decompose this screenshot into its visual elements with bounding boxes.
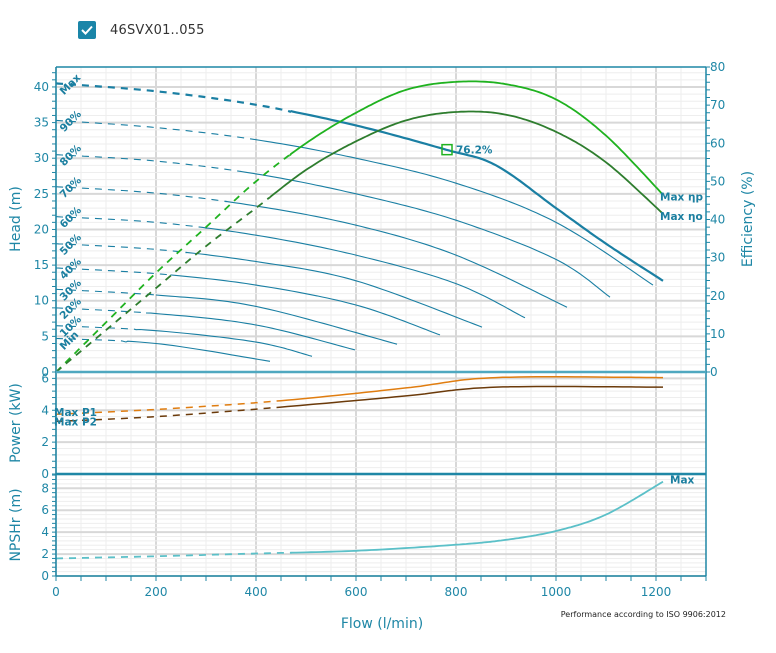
y-tick-label: 25 (34, 187, 49, 201)
head-curve-min-dashed (55, 337, 127, 343)
npsh-curve-solid (290, 480, 664, 554)
model-name: 46SVX01..055 (110, 22, 205, 38)
y-axis-title-power: Power (kW) (8, 383, 24, 463)
head-curve-80pct-solid (240, 170, 611, 298)
head-curve-max-solid (290, 110, 664, 282)
y-tick-label: 8 (41, 481, 49, 495)
y2-tick-label: 20 (710, 289, 725, 303)
x-axis-title: Flow (l/min) (341, 616, 423, 632)
efficiency-curve-label: Max ηp (660, 192, 703, 204)
x-tick-label: 800 (445, 585, 468, 599)
head-curve-label: 70% (58, 174, 85, 201)
x-tick-label: 200 (145, 585, 168, 599)
npsh-curve-dashed (55, 551, 292, 560)
bep-marker (441, 143, 453, 156)
power-curve-label: Max P1 (54, 407, 97, 419)
x-tick-label: 0 (52, 585, 60, 599)
head-curve-50pct-solid (185, 251, 483, 328)
curves (55, 80, 664, 560)
head-curve-label: 50% (58, 231, 85, 258)
efficiency-curve-eta_p-dashed (55, 154, 291, 373)
y-tick-label: 10 (34, 294, 49, 308)
y2-tick-label: 80 (710, 60, 725, 74)
y-tick-label: 0 (41, 569, 49, 583)
npsh-curve-label: Max (670, 475, 695, 487)
x-tick-label: 1000 (541, 585, 572, 599)
y-tick-label: 2 (41, 435, 49, 449)
axes: 0 200 400 600 800 1000 12000510152025303540010… (8, 60, 756, 599)
head-curve-70pct-dashed (55, 186, 227, 203)
head-curve-90pct-solid (255, 139, 654, 286)
head-curve-60pct-solid (205, 227, 526, 319)
head-curve-10pct-dashed (55, 325, 137, 331)
y-tick-label: 6 (41, 371, 49, 385)
power-curve-label: Max P2 (54, 416, 97, 428)
efficiency-curve-eta_o-dashed (55, 196, 271, 373)
y2-tick-label: 50 (710, 174, 725, 188)
head-curve-label: 80% (58, 142, 85, 169)
y2-tick-label: 30 (710, 251, 725, 265)
y2-tick-label: 0 (710, 365, 718, 379)
head-curve-40pct-dashed (55, 267, 172, 276)
head-curve-20pct-solid (145, 312, 356, 351)
y-tick-label: 35 (34, 116, 49, 130)
y2-tick-label: 70 (710, 98, 725, 112)
y-tick-label: 4 (41, 403, 49, 417)
head-curve-label: 90% (58, 108, 85, 135)
x-tick-label: 400 (245, 585, 268, 599)
y-tick-label: 40 (34, 80, 49, 94)
y-axis-title-efficiency: Efficiency (%) (740, 171, 756, 267)
power-curve-p1-dashed (55, 399, 282, 415)
head-curve-30pct-dashed (55, 288, 157, 296)
y-tick-label: 6 (41, 503, 49, 517)
check-icon (81, 25, 93, 35)
head-curve-50pct-dashed (55, 243, 187, 254)
y-tick-label: 0 (41, 365, 49, 379)
grid (55, 67, 707, 577)
bep-label: 76.2% (456, 145, 493, 157)
head-curve-20pct-dashed (55, 307, 147, 314)
head-curve-70pct-solid (225, 200, 568, 308)
pump-checkbox[interactable] (78, 21, 96, 39)
head-curve-10pct-solid (135, 328, 313, 357)
y2-tick-label: 10 (710, 327, 725, 341)
x-tick-label: 1200 (641, 585, 672, 599)
head-curve-label: 40% (58, 255, 85, 282)
head-curve-max-dashed (55, 82, 292, 114)
y2-tick-label: 40 (710, 213, 725, 227)
head-curve-40pct-solid (170, 274, 441, 336)
efficiency-curve-eta_p-solid (289, 80, 664, 196)
y-tick-label: 30 (34, 151, 49, 165)
y-tick-label: 4 (41, 525, 49, 539)
power-curve-p2-solid (280, 385, 663, 408)
y-tick-label: 20 (34, 222, 49, 236)
head-curve-90pct-dashed (55, 119, 257, 141)
footnote: Performance according to ISO 9906:2012 (561, 610, 726, 619)
power-curve-p2-dashed (55, 406, 282, 423)
head-curve-60pct-dashed (55, 216, 207, 229)
efficiency-curve-label: Max ηo (660, 211, 703, 223)
y-axis-title-npsh: NPSHr (m) (8, 488, 24, 561)
power-curve-p1-solid (280, 376, 663, 402)
head-curve-min-solid (125, 340, 271, 362)
header: 46SVX01..055 (78, 21, 205, 39)
y2-tick-label: 60 (710, 136, 725, 150)
y-tick-label: 5 (41, 329, 49, 343)
y-tick-label: 2 (41, 547, 49, 561)
head-curve-80pct-dashed (55, 154, 242, 173)
head-curve-30pct-solid (155, 294, 398, 345)
y-tick-label: 15 (34, 258, 49, 272)
y-axis-title-head: Head (m) (8, 186, 24, 252)
efficiency-curve-eta_o-solid (269, 110, 664, 215)
y-tick-label: 0 (41, 467, 49, 481)
x-tick-label: 600 (345, 585, 368, 599)
